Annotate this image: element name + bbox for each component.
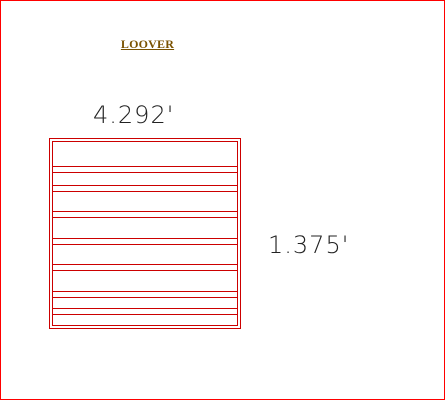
- louver-outer-frame: [49, 138, 241, 329]
- height-dimension-label: 1.375': [268, 231, 350, 259]
- drawing-title: LOOVER: [120, 37, 175, 51]
- louver-inner-frame: [52, 141, 238, 326]
- width-dimension-label: 4.292': [93, 101, 175, 129]
- louver-slats: [52, 166, 238, 315]
